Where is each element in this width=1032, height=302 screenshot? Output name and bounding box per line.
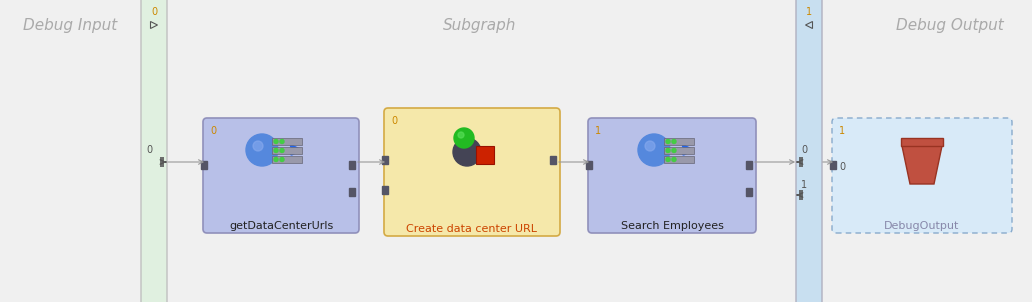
Circle shape <box>253 141 263 151</box>
Text: 1: 1 <box>801 180 807 190</box>
Bar <box>272 138 302 145</box>
Text: Debug Input: Debug Input <box>23 18 117 33</box>
Circle shape <box>454 128 474 148</box>
Bar <box>830 161 836 169</box>
Circle shape <box>672 158 676 162</box>
Text: Search Employees: Search Employees <box>620 221 723 231</box>
Bar <box>382 156 388 164</box>
Circle shape <box>453 138 481 166</box>
Bar <box>550 156 556 164</box>
Text: 0: 0 <box>209 126 216 136</box>
Text: Subgraph: Subgraph <box>444 18 517 33</box>
Text: 0: 0 <box>151 7 157 17</box>
Bar <box>664 147 694 154</box>
Circle shape <box>280 158 284 162</box>
Text: 0: 0 <box>391 116 397 126</box>
Text: DebugOutput: DebugOutput <box>884 221 960 231</box>
Circle shape <box>645 141 655 151</box>
Text: getDataCenterUrls: getDataCenterUrls <box>229 221 333 231</box>
Bar <box>664 138 694 145</box>
Text: Create data center URL: Create data center URL <box>407 224 538 234</box>
Text: Debug Output: Debug Output <box>896 18 1004 33</box>
Circle shape <box>246 134 278 166</box>
Circle shape <box>280 149 284 153</box>
Circle shape <box>458 132 464 138</box>
Bar <box>201 161 207 169</box>
Bar <box>664 156 694 163</box>
Circle shape <box>275 140 278 143</box>
Bar <box>901 138 943 146</box>
Bar <box>272 147 302 154</box>
Circle shape <box>666 149 670 153</box>
Bar <box>272 156 302 163</box>
Bar <box>349 161 355 169</box>
Text: 1: 1 <box>595 126 601 136</box>
Text: 0: 0 <box>801 145 807 155</box>
FancyBboxPatch shape <box>203 118 359 233</box>
Text: 0: 0 <box>146 145 152 155</box>
Circle shape <box>275 158 278 162</box>
FancyBboxPatch shape <box>588 118 756 233</box>
FancyBboxPatch shape <box>796 0 823 302</box>
Bar <box>382 186 388 194</box>
Circle shape <box>672 140 676 143</box>
Bar <box>476 146 494 164</box>
Polygon shape <box>902 146 942 184</box>
Text: 1: 1 <box>806 7 812 17</box>
Circle shape <box>275 149 278 153</box>
Circle shape <box>666 158 670 162</box>
Bar <box>586 161 592 169</box>
Text: 0: 0 <box>839 162 845 172</box>
Circle shape <box>666 140 670 143</box>
Bar <box>746 161 752 169</box>
Circle shape <box>672 149 676 153</box>
FancyBboxPatch shape <box>832 118 1012 233</box>
Circle shape <box>638 134 670 166</box>
FancyBboxPatch shape <box>141 0 167 302</box>
FancyBboxPatch shape <box>384 108 560 236</box>
Text: 1: 1 <box>839 126 845 136</box>
Bar <box>349 188 355 196</box>
Bar <box>746 188 752 196</box>
Circle shape <box>280 140 284 143</box>
